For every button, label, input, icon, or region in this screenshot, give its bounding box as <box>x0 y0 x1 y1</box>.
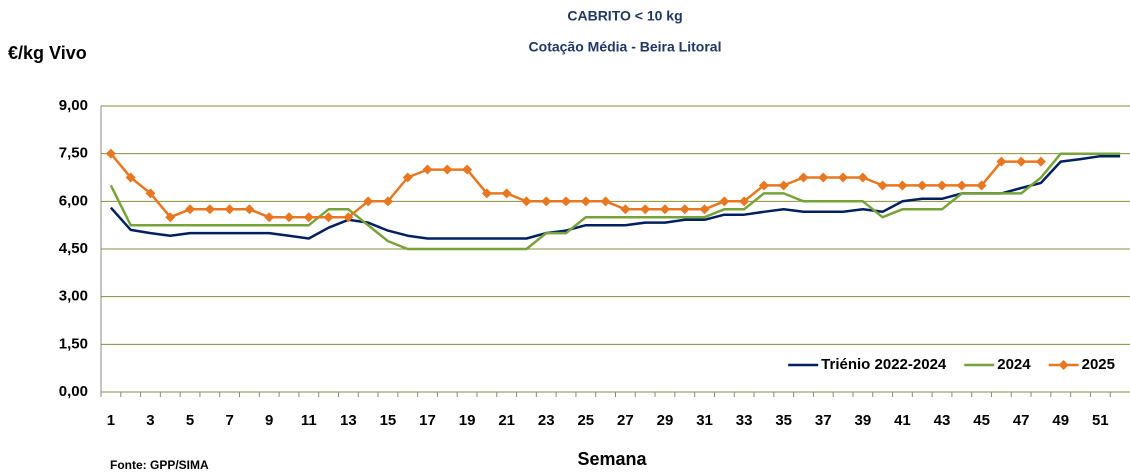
x-tick-label: 23 <box>538 412 555 429</box>
source: Fonte: GPP/SIMA <box>110 458 209 472</box>
marker <box>521 196 532 207</box>
x-tick-label: 41 <box>894 412 911 429</box>
marker <box>838 172 849 183</box>
marker <box>481 188 492 199</box>
marker <box>897 180 908 191</box>
marker <box>1016 156 1027 167</box>
y-tick-label: 4,50 <box>59 240 88 257</box>
x-tick-label: 35 <box>775 412 792 429</box>
marker <box>699 204 710 215</box>
marker <box>1035 156 1046 167</box>
marker <box>402 172 413 183</box>
x-tick-label: 9 <box>265 412 273 429</box>
marker <box>382 196 393 207</box>
marker <box>363 196 374 207</box>
y-tick-label: 9,00 <box>59 97 88 114</box>
x-tick-label: 45 <box>973 412 990 429</box>
x-tick-label: 29 <box>657 412 674 429</box>
x-tick-label: 25 <box>577 412 594 429</box>
y-tick-label: 6,00 <box>59 192 88 209</box>
marker <box>719 196 730 207</box>
marker <box>758 180 769 191</box>
x-tick-label: 47 <box>1013 412 1030 429</box>
chart-title: CABRITO < 10 kg <box>567 8 682 24</box>
marker <box>244 204 255 215</box>
marker <box>283 212 294 223</box>
x-tick-label: 43 <box>934 412 951 429</box>
marker <box>264 212 275 223</box>
x-tick-label: 17 <box>419 412 436 429</box>
marker <box>956 180 967 191</box>
marker <box>917 180 928 191</box>
marker <box>343 212 354 223</box>
y-tick-label: 0,00 <box>59 383 88 400</box>
x-tick-label: 33 <box>736 412 753 429</box>
marker <box>640 204 651 215</box>
marker <box>145 188 156 199</box>
marker <box>857 172 868 183</box>
x-tick-label: 13 <box>340 412 357 429</box>
x-tick-label: 51 <box>1092 412 1109 429</box>
x-tick-label: 27 <box>617 412 634 429</box>
x-tick-label: 7 <box>225 412 233 429</box>
x-tick-label: 37 <box>815 412 832 429</box>
marker <box>679 204 690 215</box>
marker <box>739 196 750 207</box>
x-axis-label: Semana <box>577 449 647 469</box>
marker <box>798 172 809 183</box>
x-tick-label: 19 <box>459 412 476 429</box>
marker <box>303 212 314 223</box>
y-tick-label: 3,00 <box>59 288 88 305</box>
marker <box>818 172 829 183</box>
marker <box>600 196 611 207</box>
x-tick-label: 11 <box>301 412 317 429</box>
marker <box>976 180 987 191</box>
marker <box>580 196 591 207</box>
x-tick-label: 31 <box>696 412 713 429</box>
marker <box>224 204 235 215</box>
marker <box>105 148 116 159</box>
series-line <box>109 152 1121 251</box>
legend-marker <box>1058 360 1069 370</box>
marker <box>165 212 176 223</box>
marker <box>185 204 196 215</box>
marker <box>323 212 334 223</box>
legend-label: Triénio 2022-2024 <box>821 356 947 373</box>
x-tick-label: 15 <box>380 412 397 429</box>
marker <box>422 164 433 175</box>
marker <box>541 196 552 207</box>
marker <box>501 188 512 199</box>
x-tick-label: 3 <box>146 412 154 429</box>
series-line <box>109 154 1121 240</box>
marker <box>462 164 473 175</box>
marker <box>996 156 1007 167</box>
marker <box>937 180 948 191</box>
y-tick-label: 7,50 <box>59 145 88 162</box>
chart-subtitle: Cotação Média - Beira Litoral <box>529 39 722 55</box>
legend-label: 2025 <box>1082 356 1115 373</box>
y-tick-label: 1,50 <box>59 335 88 352</box>
marker <box>442 164 453 175</box>
marker <box>659 204 670 215</box>
marker <box>778 180 789 191</box>
marker <box>125 172 136 183</box>
marker <box>204 204 215 215</box>
x-tick-label: 39 <box>855 412 872 429</box>
x-tick-label: 21 <box>498 412 515 429</box>
marker <box>561 196 572 207</box>
marker <box>620 204 631 215</box>
x-tick-label: 49 <box>1052 412 1069 429</box>
x-tick-label: 1 <box>107 412 115 429</box>
marker <box>877 180 888 191</box>
x-tick-label: 5 <box>186 412 194 429</box>
legend-label: 2024 <box>997 356 1031 373</box>
y-axis-label: €/kg Vivo <box>8 43 87 63</box>
